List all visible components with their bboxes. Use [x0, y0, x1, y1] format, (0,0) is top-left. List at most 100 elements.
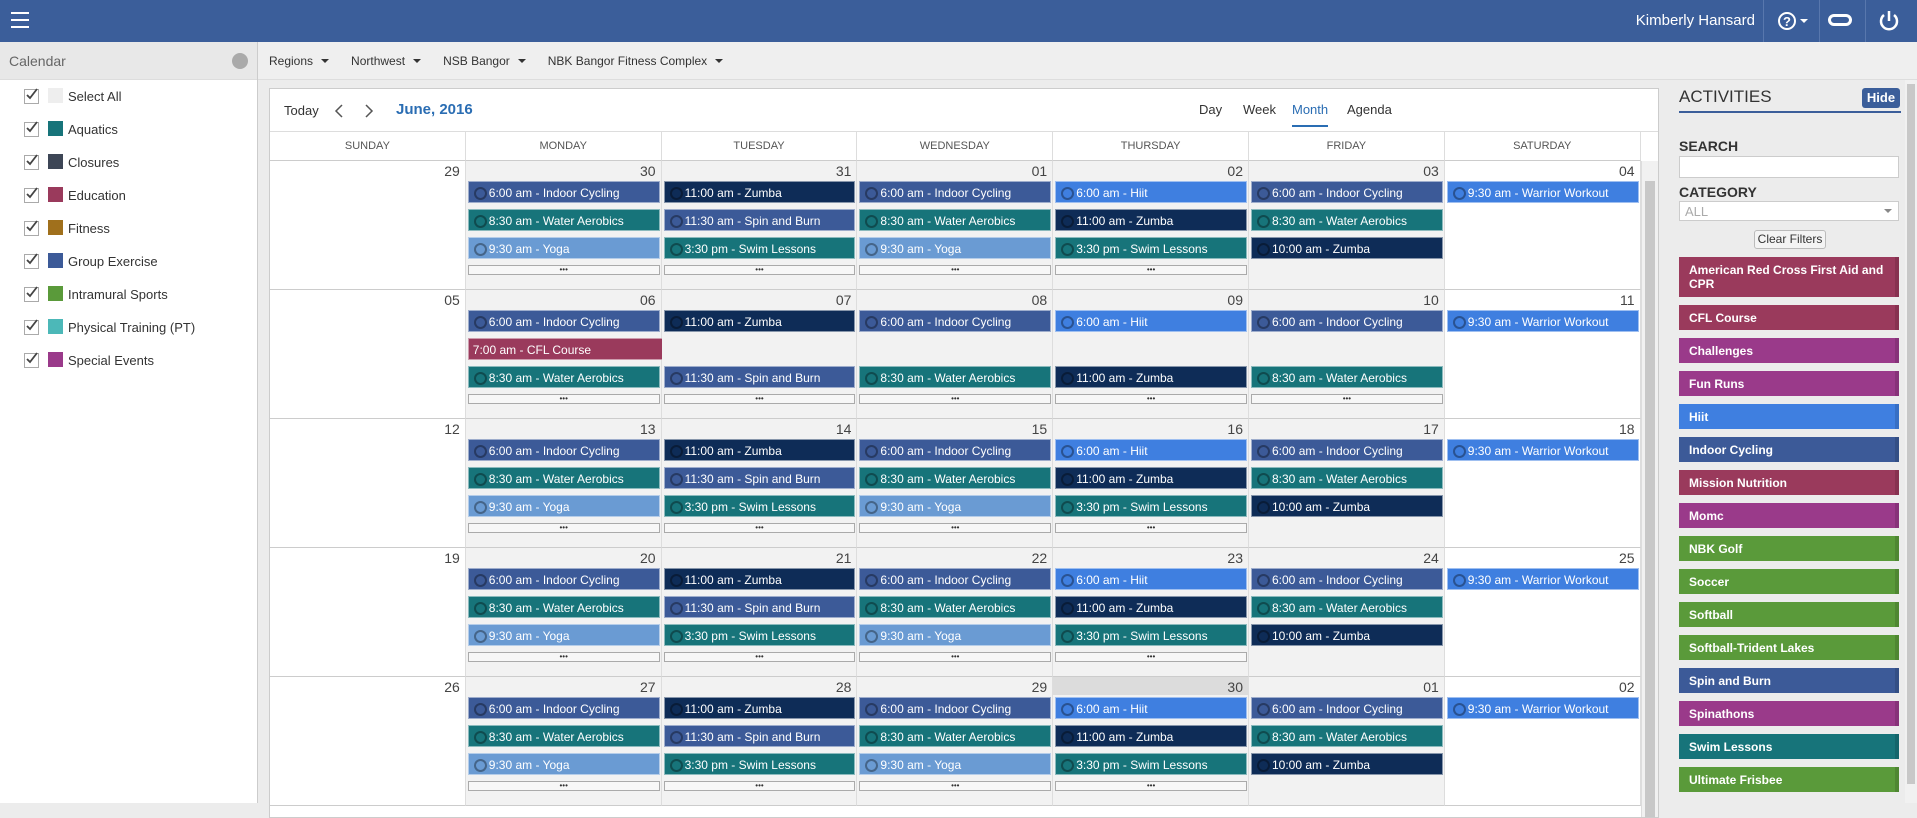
event[interactable]: 9:30 am - Warrior Workout: [1446, 181, 1639, 203]
event[interactable]: 8:30 am - Water Aerobics: [467, 467, 660, 489]
event[interactable]: 11:30 am - Spin and Burn: [663, 366, 856, 388]
event[interactable]: 8:30 am - Water Aerobics: [1251, 725, 1443, 747]
activity-item[interactable]: Spinathons: [1679, 701, 1899, 726]
event[interactable]: 10:00 am - Zumba: [1251, 753, 1443, 775]
category-select[interactable]: ALL: [1679, 201, 1899, 221]
event[interactable]: 11:00 am - Zumba: [663, 568, 856, 590]
more-button[interactable]: •••: [1055, 781, 1247, 791]
activity-item[interactable]: American Red Cross First Aid and CPR: [1679, 257, 1899, 297]
event[interactable]: 6:00 am - Indoor Cycling: [859, 439, 1052, 461]
activity-item[interactable]: Softball-Trident Lakes: [1679, 635, 1899, 660]
more-button[interactable]: •••: [859, 523, 1052, 533]
activity-item[interactable]: Spin and Burn: [1679, 668, 1899, 693]
more-button[interactable]: •••: [467, 781, 660, 791]
event[interactable]: 10:00 am - Zumba: [1251, 624, 1443, 646]
event[interactable]: 9:30 am - Yoga: [859, 495, 1052, 517]
checkbox[interactable]: [24, 352, 39, 368]
more-button[interactable]: •••: [859, 781, 1052, 791]
event[interactable]: 9:30 am - Yoga: [859, 624, 1052, 646]
event[interactable]: 9:30 am - Yoga: [859, 753, 1052, 775]
more-button[interactable]: •••: [1055, 265, 1247, 275]
event[interactable]: 6:00 am - Hiit: [1055, 181, 1247, 203]
event[interactable]: 11:30 am - Spin and Burn: [663, 596, 856, 618]
event[interactable]: 8:30 am - Water Aerobics: [859, 467, 1052, 489]
calendar-filter[interactable]: Group Exercise: [0, 251, 257, 273]
checkbox[interactable]: [24, 187, 39, 203]
event[interactable]: 9:30 am - Yoga: [467, 753, 660, 775]
event[interactable]: 8:30 am - Water Aerobics: [1251, 366, 1443, 388]
event[interactable]: 9:30 am - Warrior Workout: [1446, 697, 1639, 719]
search-input[interactable]: [1679, 156, 1899, 178]
event[interactable]: 6:00 am - Indoor Cycling: [1251, 310, 1443, 332]
event[interactable]: 3:30 pm - Swim Lessons: [663, 624, 856, 646]
calendar-filter[interactable]: Education: [0, 185, 257, 207]
event[interactable]: 8:30 am - Water Aerobics: [467, 725, 660, 747]
event[interactable]: 6:00 am - Indoor Cycling: [467, 439, 660, 461]
event[interactable]: 11:00 am - Zumba: [1055, 209, 1247, 231]
event[interactable]: 3:30 pm - Swim Lessons: [1055, 237, 1247, 259]
activity-item[interactable]: Hiit: [1679, 404, 1899, 429]
event[interactable]: 6:00 am - Indoor Cycling: [859, 310, 1052, 332]
activity-item[interactable]: Fun Runs: [1679, 371, 1899, 396]
user-name[interactable]: Kimberly Hansard: [1635, 12, 1755, 29]
event[interactable]: 3:30 pm - Swim Lessons: [1055, 624, 1247, 646]
today-button[interactable]: Today: [284, 103, 319, 118]
event[interactable]: 8:30 am - Water Aerobics: [859, 209, 1052, 231]
event[interactable]: 11:00 am - Zumba: [1055, 725, 1247, 747]
more-button[interactable]: •••: [467, 523, 660, 533]
event[interactable]: 9:30 am - Yoga: [467, 237, 660, 259]
checkbox[interactable]: [24, 286, 39, 302]
more-button[interactable]: •••: [663, 652, 856, 662]
scroll-thumb[interactable]: [1645, 181, 1655, 817]
prev-button[interactable]: [333, 103, 345, 119]
event[interactable]: 9:30 am - Warrior Workout: [1446, 568, 1639, 590]
checkbox[interactable]: [24, 319, 39, 335]
event[interactable]: 6:00 am - Indoor Cycling: [467, 310, 660, 332]
more-button[interactable]: •••: [859, 265, 1052, 275]
event[interactable]: 11:00 am - Zumba: [663, 697, 856, 719]
event[interactable]: 6:00 am - Hiit: [1055, 310, 1247, 332]
more-button[interactable]: •••: [467, 652, 660, 662]
event[interactable]: 6:00 am - Indoor Cycling: [1251, 697, 1443, 719]
panel-scrollbar[interactable]: [1905, 80, 1917, 803]
event[interactable]: 9:30 am - Yoga: [467, 495, 660, 517]
view-tab[interactable]: Day: [1199, 102, 1223, 117]
calendar-filter[interactable]: Special Events: [0, 350, 257, 372]
next-button[interactable]: [363, 103, 375, 119]
power-button[interactable]: [1878, 10, 1900, 32]
event[interactable]: 11:00 am - Zumba: [663, 181, 856, 203]
event[interactable]: 11:30 am - Spin and Burn: [663, 725, 856, 747]
collapse-button[interactable]: [232, 53, 248, 69]
event[interactable]: 6:00 am - Indoor Cycling: [859, 181, 1052, 203]
event[interactable]: 8:30 am - Water Aerobics: [467, 596, 660, 618]
event[interactable]: 10:00 am - Zumba: [1251, 495, 1443, 517]
event[interactable]: 3:30 pm - Swim Lessons: [1055, 495, 1247, 517]
event[interactable]: 3:30 pm - Swim Lessons: [663, 753, 856, 775]
settings-button[interactable]: [1828, 14, 1852, 26]
calendar-filter[interactable]: Select All: [0, 86, 257, 108]
calendar-filter[interactable]: Physical Training (PT): [0, 317, 257, 339]
event[interactable]: 6:00 am - Indoor Cycling: [1251, 181, 1443, 203]
event[interactable]: 6:00 am - Indoor Cycling: [1251, 439, 1443, 461]
event[interactable]: 3:30 pm - Swim Lessons: [663, 495, 856, 517]
more-button[interactable]: •••: [1055, 394, 1247, 404]
event[interactable]: 6:00 am - Hiit: [1055, 439, 1247, 461]
event[interactable]: 8:30 am - Water Aerobics: [1251, 596, 1443, 618]
checkbox[interactable]: [24, 220, 39, 236]
hide-button[interactable]: Hide: [1862, 88, 1900, 108]
more-button[interactable]: •••: [1055, 523, 1247, 533]
event[interactable]: 8:30 am - Water Aerobics: [859, 725, 1052, 747]
activity-item[interactable]: Momc: [1679, 503, 1899, 528]
activity-item[interactable]: CFL Course: [1679, 305, 1899, 330]
calendar-filter[interactable]: Intramural Sports: [0, 284, 257, 306]
breadcrumb[interactable]: NSB Bangor: [443, 54, 526, 68]
event[interactable]: 11:00 am - Zumba: [1055, 596, 1247, 618]
activity-item[interactable]: Soccer: [1679, 569, 1899, 594]
event[interactable]: 9:30 am - Yoga: [467, 624, 660, 646]
scroll-thumb[interactable]: [1907, 84, 1915, 784]
event[interactable]: 8:30 am - Water Aerobics: [859, 596, 1052, 618]
event[interactable]: 9:30 am - Yoga: [859, 237, 1052, 259]
more-button[interactable]: •••: [1055, 652, 1247, 662]
event[interactable]: 11:30 am - Spin and Burn: [663, 467, 856, 489]
event[interactable]: 10:00 am - Zumba: [1251, 237, 1443, 259]
